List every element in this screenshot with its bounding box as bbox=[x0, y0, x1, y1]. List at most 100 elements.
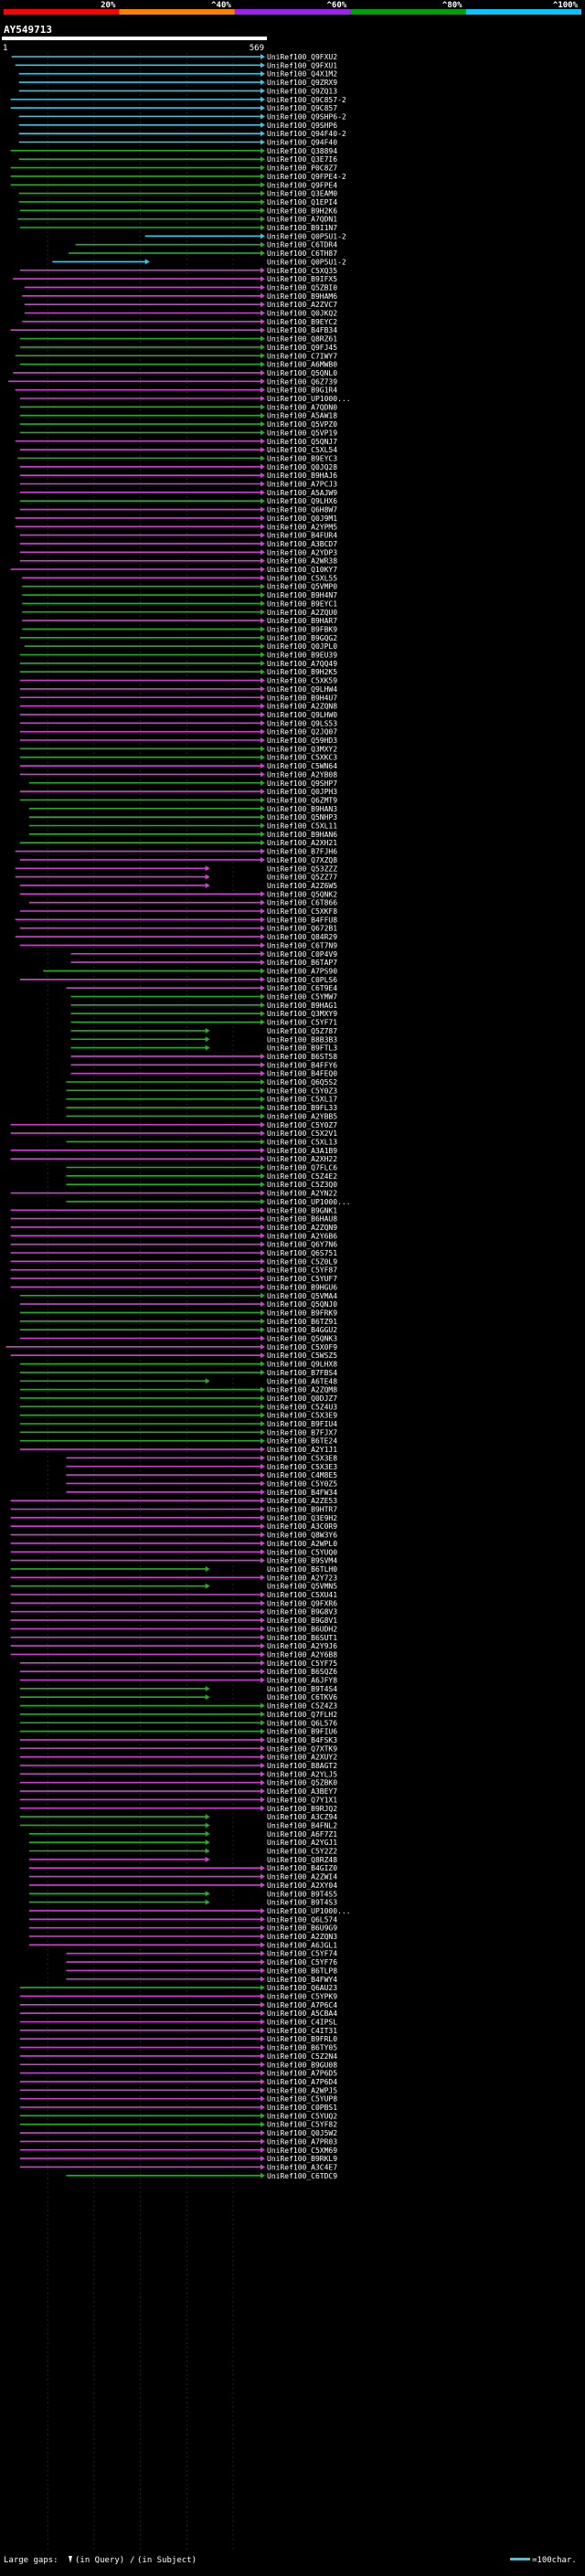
hit-row[interactable]: UniRef100_Q0JKQ2 bbox=[24, 310, 337, 318]
hit-row[interactable]: UniRef100_C5YF82 bbox=[19, 2121, 337, 2129]
hit-row[interactable]: UniRef100_P0C8Z7 bbox=[10, 164, 338, 173]
hit-row[interactable]: UniRef100_B9T4S5 bbox=[28, 1890, 337, 1898]
hit-row[interactable]: UniRef100_A2YBB5 bbox=[66, 1112, 337, 1120]
hit-row[interactable]: UniRef100_Q9ZRX9 bbox=[18, 79, 337, 87]
hit-row[interactable]: UniRef100_B6TAP7 bbox=[70, 959, 338, 967]
hit-row[interactable]: UniRef100_Q7Y1X1 bbox=[19, 1796, 337, 1804]
hit-row[interactable]: UniRef100_Q5ZZ77 bbox=[15, 874, 338, 882]
hit-row[interactable]: UniRef100_B4GIZ0 bbox=[28, 1864, 337, 1872]
hit-row[interactable]: UniRef100_A7PS90 bbox=[43, 967, 337, 975]
hit-row[interactable]: UniRef100_C5XL13 bbox=[66, 1138, 337, 1146]
hit-row[interactable]: UniRef100_C6TDC9 bbox=[66, 2172, 337, 2180]
hit-row[interactable]: UniRef100_B9FTL3 bbox=[70, 1044, 338, 1053]
hit-row[interactable]: UniRef100_B4FUR4 bbox=[19, 532, 337, 540]
hit-row[interactable]: UniRef100_Q53ZZZ bbox=[15, 864, 338, 873]
hit-row[interactable]: UniRef100_B6U9G9 bbox=[28, 1924, 337, 1933]
hit-row[interactable]: UniRef100_Q59HD3 bbox=[19, 737, 337, 745]
hit-row[interactable]: UniRef100_C5YF71 bbox=[70, 1019, 338, 1027]
hit-row[interactable]: UniRef100_B6TLP8 bbox=[66, 1966, 337, 1975]
hit-row[interactable]: UniRef100_Q8RZ61 bbox=[19, 335, 337, 344]
hit-row[interactable]: UniRef100_A5CBA4 bbox=[19, 2009, 337, 2018]
hit-row[interactable]: UniRef100_C6T9E4 bbox=[66, 984, 337, 992]
hit-row[interactable]: UniRef100_A3C0R9 bbox=[10, 1522, 338, 1531]
hit-row[interactable]: UniRef100_Q10KY7 bbox=[10, 566, 338, 574]
hit-row[interactable]: UniRef100_B9T4S3 bbox=[28, 1899, 337, 1907]
hit-row[interactable]: UniRef100_Q672B1 bbox=[19, 925, 337, 933]
hit-row[interactable]: UniRef100_Q9LHW4 bbox=[19, 685, 337, 694]
hit-row[interactable]: UniRef100_B6TZ91 bbox=[19, 1318, 337, 1326]
hit-row[interactable]: UniRef100_A2Y1J1 bbox=[19, 1446, 337, 1454]
hit-row[interactable]: UniRef100_C5YUQ2 bbox=[19, 2112, 337, 2120]
hit-row[interactable]: UniRef100_C5YMW7 bbox=[70, 993, 338, 1002]
hit-row[interactable]: UniRef100_A7P6C4 bbox=[19, 2001, 337, 2009]
hit-row[interactable]: UniRef100_B6UDH2 bbox=[10, 1625, 338, 1633]
hit-row[interactable]: UniRef100_Q5VMA4 bbox=[19, 1292, 337, 1300]
hit-row[interactable]: UniRef100_Q6AU23 bbox=[19, 1984, 337, 1992]
hit-row[interactable]: UniRef100_A3CZ94 bbox=[19, 1813, 337, 1821]
hit-row[interactable]: UniRef100_C5YPK9 bbox=[19, 1992, 337, 2000]
hit-row[interactable]: UniRef100_C4M8E5 bbox=[66, 1471, 337, 1479]
hit-row[interactable]: UniRef100_C5Z4Z3 bbox=[19, 1702, 337, 1711]
hit-row[interactable]: UniRef100_UP1000... bbox=[19, 395, 351, 403]
hit-row[interactable]: UniRef100_C5Z3Q0 bbox=[66, 1181, 337, 1189]
hit-row[interactable]: UniRef100_A6JGL1 bbox=[28, 1941, 337, 1949]
hit-row[interactable]: UniRef100_B9FBK9 bbox=[22, 625, 337, 633]
hit-row[interactable]: UniRef100_Q5QNK3 bbox=[19, 1335, 337, 1343]
hit-row[interactable]: UniRef100_A6JFY8 bbox=[19, 1677, 337, 1685]
hit-row[interactable]: UniRef100_C5Y2Z2 bbox=[28, 1848, 337, 1856]
hit-row[interactable]: UniRef100_C5XQ35 bbox=[19, 267, 337, 275]
hit-row[interactable]: UniRef100_C5XL55 bbox=[22, 574, 337, 582]
hit-row[interactable]: UniRef100_Q9FXU1 bbox=[15, 61, 338, 69]
hit-row[interactable]: UniRef100_B8B3B3 bbox=[70, 1035, 338, 1044]
hit-row[interactable]: UniRef100_A2YN22 bbox=[10, 1190, 338, 1198]
hit-row[interactable]: UniRef100_C5WN64 bbox=[19, 762, 337, 770]
hit-row[interactable]: UniRef100_C5Z0L9 bbox=[10, 1257, 338, 1266]
hit-row[interactable]: UniRef100_A7PR03 bbox=[19, 2137, 337, 2146]
hit-row[interactable]: UniRef100_B9H2K6 bbox=[19, 207, 337, 215]
hit-row[interactable]: UniRef100_B9GU08 bbox=[19, 2061, 337, 2069]
hit-row[interactable]: UniRef100_C5X3E9 bbox=[19, 1412, 337, 1420]
hit-row[interactable]: UniRef100_C5XU41 bbox=[10, 1591, 338, 1599]
hit-row[interactable]: UniRef100_C5XL17 bbox=[66, 1096, 337, 1104]
hit-row[interactable]: UniRef100_B6TE24 bbox=[19, 1437, 337, 1446]
hit-row[interactable]: UniRef100_Q9FPE4 bbox=[10, 181, 338, 189]
hit-row[interactable]: UniRef100_B9G8V3 bbox=[10, 1608, 338, 1617]
hit-row[interactable]: UniRef100_Q0JQ28 bbox=[19, 463, 337, 472]
hit-row[interactable]: UniRef100_B9EYC1 bbox=[22, 599, 337, 608]
hit-row[interactable]: UniRef100_A2WPL0 bbox=[10, 1540, 338, 1548]
hit-row[interactable]: UniRef100_C0PBS1 bbox=[19, 2104, 337, 2112]
hit-row[interactable]: UniRef100_A2ZVC7 bbox=[24, 301, 337, 309]
hit-row[interactable]: UniRef100_B7FJH6 bbox=[15, 848, 338, 856]
hit-row[interactable]: UniRef100_B9SVM4 bbox=[10, 1557, 338, 1565]
hit-row[interactable]: UniRef100_B9FL33 bbox=[66, 1104, 337, 1112]
hit-row[interactable]: UniRef100_C5X0F9 bbox=[5, 1343, 338, 1352]
hit-row[interactable]: UniRef100_C5XL11 bbox=[28, 822, 337, 831]
hit-row[interactable]: UniRef100_A3C4E7 bbox=[19, 2163, 337, 2171]
hit-row[interactable]: UniRef100_B9HTR7 bbox=[10, 1506, 338, 1514]
hit-row[interactable]: UniRef100_Q5Z787 bbox=[70, 1027, 338, 1035]
hit-row[interactable]: UniRef100_Q94F40 bbox=[18, 139, 337, 147]
hit-row[interactable]: UniRef100_C5Z2N4 bbox=[19, 2052, 337, 2061]
hit-row[interactable]: UniRef100_B9HAN3 bbox=[28, 805, 337, 813]
hit-row[interactable]: UniRef100_Q5NHP3 bbox=[28, 813, 337, 822]
hit-row[interactable]: UniRef100_C5YF75 bbox=[19, 1659, 337, 1668]
hit-row[interactable]: UniRef100_Q0DJZ7 bbox=[19, 1394, 337, 1403]
hit-row[interactable]: UniRef100_A2Y9J6 bbox=[10, 1642, 338, 1650]
hit-row[interactable]: UniRef100_B9EU39 bbox=[19, 652, 337, 660]
hit-row[interactable]: UniRef100_B4FFY6 bbox=[70, 1061, 338, 1069]
hit-row[interactable]: UniRef100_A2ZQU0 bbox=[22, 609, 337, 617]
hit-row[interactable]: UniRef100_C4IPSL bbox=[19, 2019, 337, 2027]
hit-row[interactable]: UniRef100_Q3E7I6 bbox=[18, 155, 337, 164]
hit-row[interactable]: UniRef100_A2Y6B8 bbox=[10, 1650, 338, 1659]
hit-row[interactable]: UniRef100_C7IWY7 bbox=[15, 352, 338, 360]
hit-row[interactable]: UniRef100_B4FB34 bbox=[10, 326, 338, 334]
hit-row[interactable]: UniRef100_A2YGJ1 bbox=[28, 1839, 337, 1847]
hit-row[interactable]: UniRef100_B4GGU2 bbox=[19, 1326, 337, 1334]
hit-row[interactable]: UniRef100_C5WSZ5 bbox=[10, 1352, 338, 1360]
hit-row[interactable]: UniRef100_A2XH22 bbox=[10, 1155, 338, 1163]
hit-row[interactable]: UniRef100_B9H4U7 bbox=[19, 694, 337, 702]
hit-row[interactable]: UniRef100_B4FW34 bbox=[66, 1489, 337, 1497]
hit-row[interactable]: UniRef100_Q9FXU2 bbox=[11, 53, 338, 61]
hit-row[interactable]: UniRef100_C6TKV6 bbox=[19, 1693, 337, 1701]
hit-row[interactable]: UniRef100_UP1000... bbox=[66, 1198, 351, 1206]
